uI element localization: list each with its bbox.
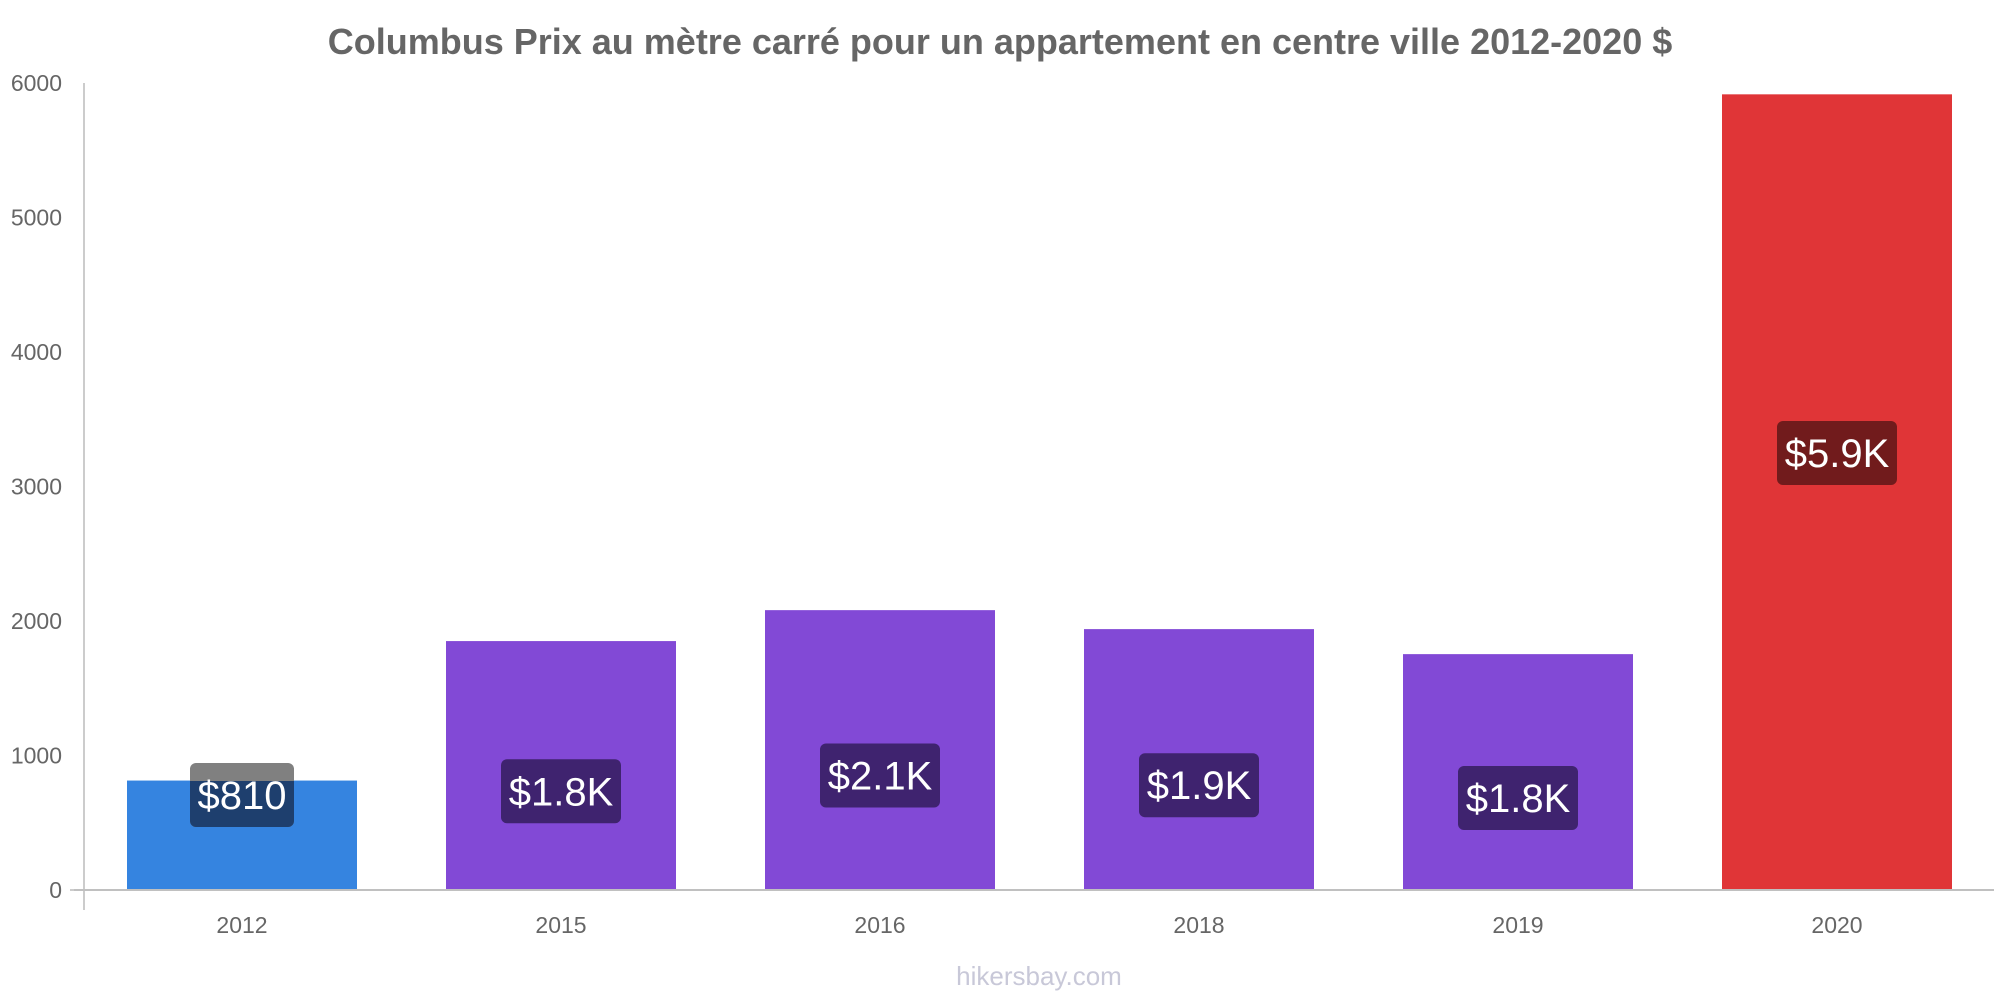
data-label-text: $1.8K [509,770,614,814]
chart-title: Columbus Prix au mètre carré pour un app… [328,21,1673,62]
data-labels: $810 $1.8K $2.1K $1.9K $1.8K $5.9K [190,421,1897,830]
data-label-text: $1.9K [1147,764,1252,808]
y-tick-label: 4000 [11,339,62,365]
data-label-box [820,743,940,808]
data-label-2016: $2.1K [820,743,940,808]
data-label-box [190,781,294,828]
bar-2020 [1722,94,1952,891]
bars [127,94,1952,891]
y-tick-label: 5000 [11,205,62,231]
data-label-2012: $810 [190,763,294,828]
y-tick-label: 2000 [11,608,62,634]
data-label-2020: $5.9K [1777,421,1897,485]
y-tick-label: 0 [49,877,62,903]
x-tick-label: 2016 [854,912,905,938]
x-tick-label: 2020 [1811,912,1862,938]
x-axis-ticks: 2012 2015 2016 2018 2019 2020 [216,912,1862,938]
x-tick-label: 2015 [535,912,586,938]
data-label-box [501,759,621,824]
data-label-box [1139,753,1259,818]
y-tick-label: 1000 [11,743,62,769]
y-tick-label: 3000 [11,474,62,500]
watermark: hikersbay.com [956,961,1122,991]
x-tick-label: 2019 [1492,912,1543,938]
x-tick-label: 2012 [216,912,267,938]
y-tick-label: 6000 [11,70,62,96]
data-label-2018: $1.9K [1139,753,1259,818]
data-label-2015: $1.8K [501,759,621,824]
x-tick-label: 2018 [1173,912,1224,938]
y-axis-ticks: 0 1000 2000 3000 4000 5000 6000 [11,70,84,903]
data-label-2019: $1.8K [1458,765,1578,830]
data-label-text: $1.8K [1466,777,1571,821]
data-label-text: $2.1K [828,755,933,799]
data-label-box [1458,765,1578,830]
data-label-text: $5.9K [1785,432,1890,476]
data-label-text: $810 [198,774,287,818]
data-label-box [1777,421,1897,485]
